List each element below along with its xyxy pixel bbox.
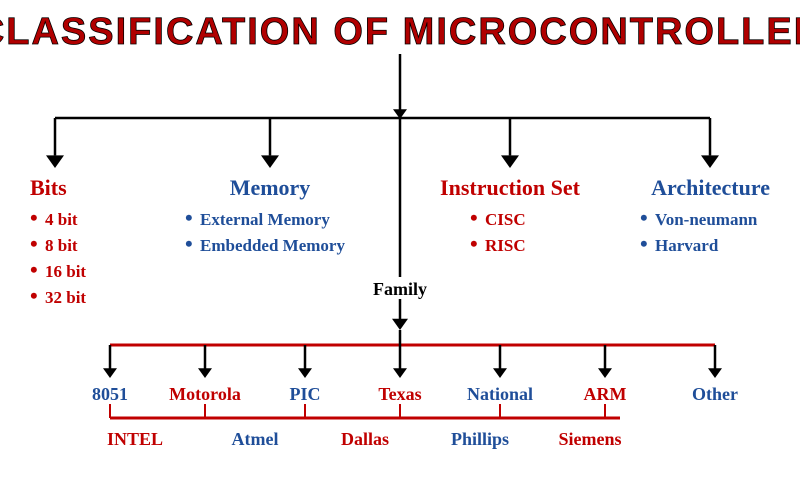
family-sub-siemens: Siemens	[559, 429, 622, 449]
bullet-icon: •	[185, 205, 193, 230]
list-item: Harvard	[655, 236, 719, 255]
list-item: Von-neumann	[655, 210, 758, 229]
list-item: CISC	[485, 210, 526, 229]
category-instruction-set: Instruction Set	[440, 175, 581, 200]
list-item: 32 bit	[45, 288, 86, 307]
family-sub-phillips: Phillips	[451, 429, 509, 449]
family-node-national: National	[467, 384, 533, 404]
family-sub-intel: INTEL	[107, 429, 163, 449]
category-architecture: Architecture	[651, 175, 770, 200]
family-node-texas: Texas	[378, 384, 421, 404]
family-sub-dallas: Dallas	[341, 429, 389, 449]
bullet-icon: •	[30, 231, 38, 256]
bullet-icon: •	[30, 283, 38, 308]
family-node-motorola: Motorola	[169, 384, 241, 404]
family-node-pic: PIC	[290, 384, 321, 404]
category-memory: Memory	[230, 175, 311, 200]
bullet-icon: •	[640, 205, 648, 230]
page-title: CLASSIFICATION OF MICROCONTROLLER	[0, 11, 800, 53]
family-node-other: Other	[692, 384, 738, 404]
list-item: 8 bit	[45, 236, 78, 255]
family-node-arm: ARM	[584, 384, 627, 404]
list-item: 4 bit	[45, 210, 78, 229]
diagram-canvas: CLASSIFICATION OF MICROCONTROLLER Bits Mem…	[0, 0, 800, 500]
list-item: External Memory	[200, 210, 330, 229]
list-item: 16 bit	[45, 262, 86, 281]
bullet-icon: •	[185, 231, 193, 256]
bullet-icon: •	[30, 205, 38, 230]
list-item: Embedded Memory	[200, 236, 345, 255]
bullet-icon: •	[470, 231, 478, 256]
bullet-icon: •	[640, 231, 648, 256]
bullet-icon: •	[470, 205, 478, 230]
category-bits: Bits	[30, 175, 67, 200]
family-node-8051: 8051	[92, 384, 128, 404]
family-sub-atmel: Atmel	[232, 429, 279, 449]
bullet-icon: •	[30, 257, 38, 282]
family-label: Family	[373, 279, 427, 299]
list-item: RISC	[485, 236, 526, 255]
